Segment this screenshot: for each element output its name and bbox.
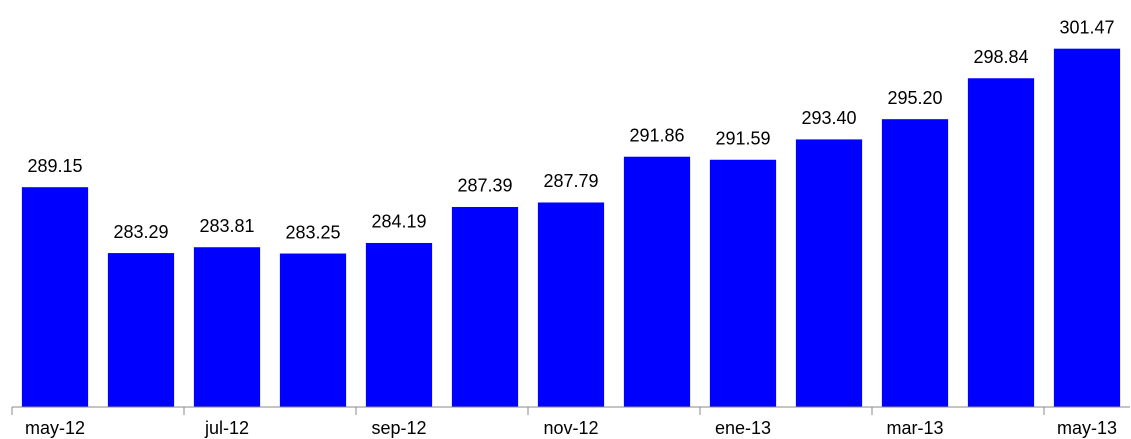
value-label: 283.81 [199,216,254,236]
value-label: 283.29 [113,222,168,242]
value-label: 291.59 [715,129,770,149]
value-label: 293.40 [801,108,856,128]
bar [107,253,175,407]
bar [537,202,605,407]
value-label: 301.47 [1059,17,1114,37]
value-label: 283.25 [285,222,340,242]
value-label: 298.84 [973,47,1028,67]
bar [365,242,433,407]
value-label: 295.20 [887,88,942,108]
bar [795,139,863,407]
bar [709,159,777,407]
bar [623,156,691,407]
x-tick-label: sep-12 [371,418,426,438]
value-label: 289.15 [27,156,82,176]
bar [1053,48,1121,408]
value-label: 287.79 [543,171,598,191]
x-tick-label: may-12 [25,418,85,438]
bar [279,253,347,407]
x-tick-label: may-13 [1057,418,1117,438]
bar [881,119,949,408]
bar [451,206,519,407]
x-tick-label: ene-13 [715,418,771,438]
x-tick-label: nov-12 [543,418,598,438]
x-tick-label: mar-13 [886,418,943,438]
value-label: 287.39 [457,176,512,196]
x-tick-label: jul-12 [204,418,249,438]
bar [967,78,1035,408]
bar [21,187,89,407]
value-label: 284.19 [371,212,426,232]
bar [193,247,261,407]
value-label: 291.86 [629,125,684,145]
